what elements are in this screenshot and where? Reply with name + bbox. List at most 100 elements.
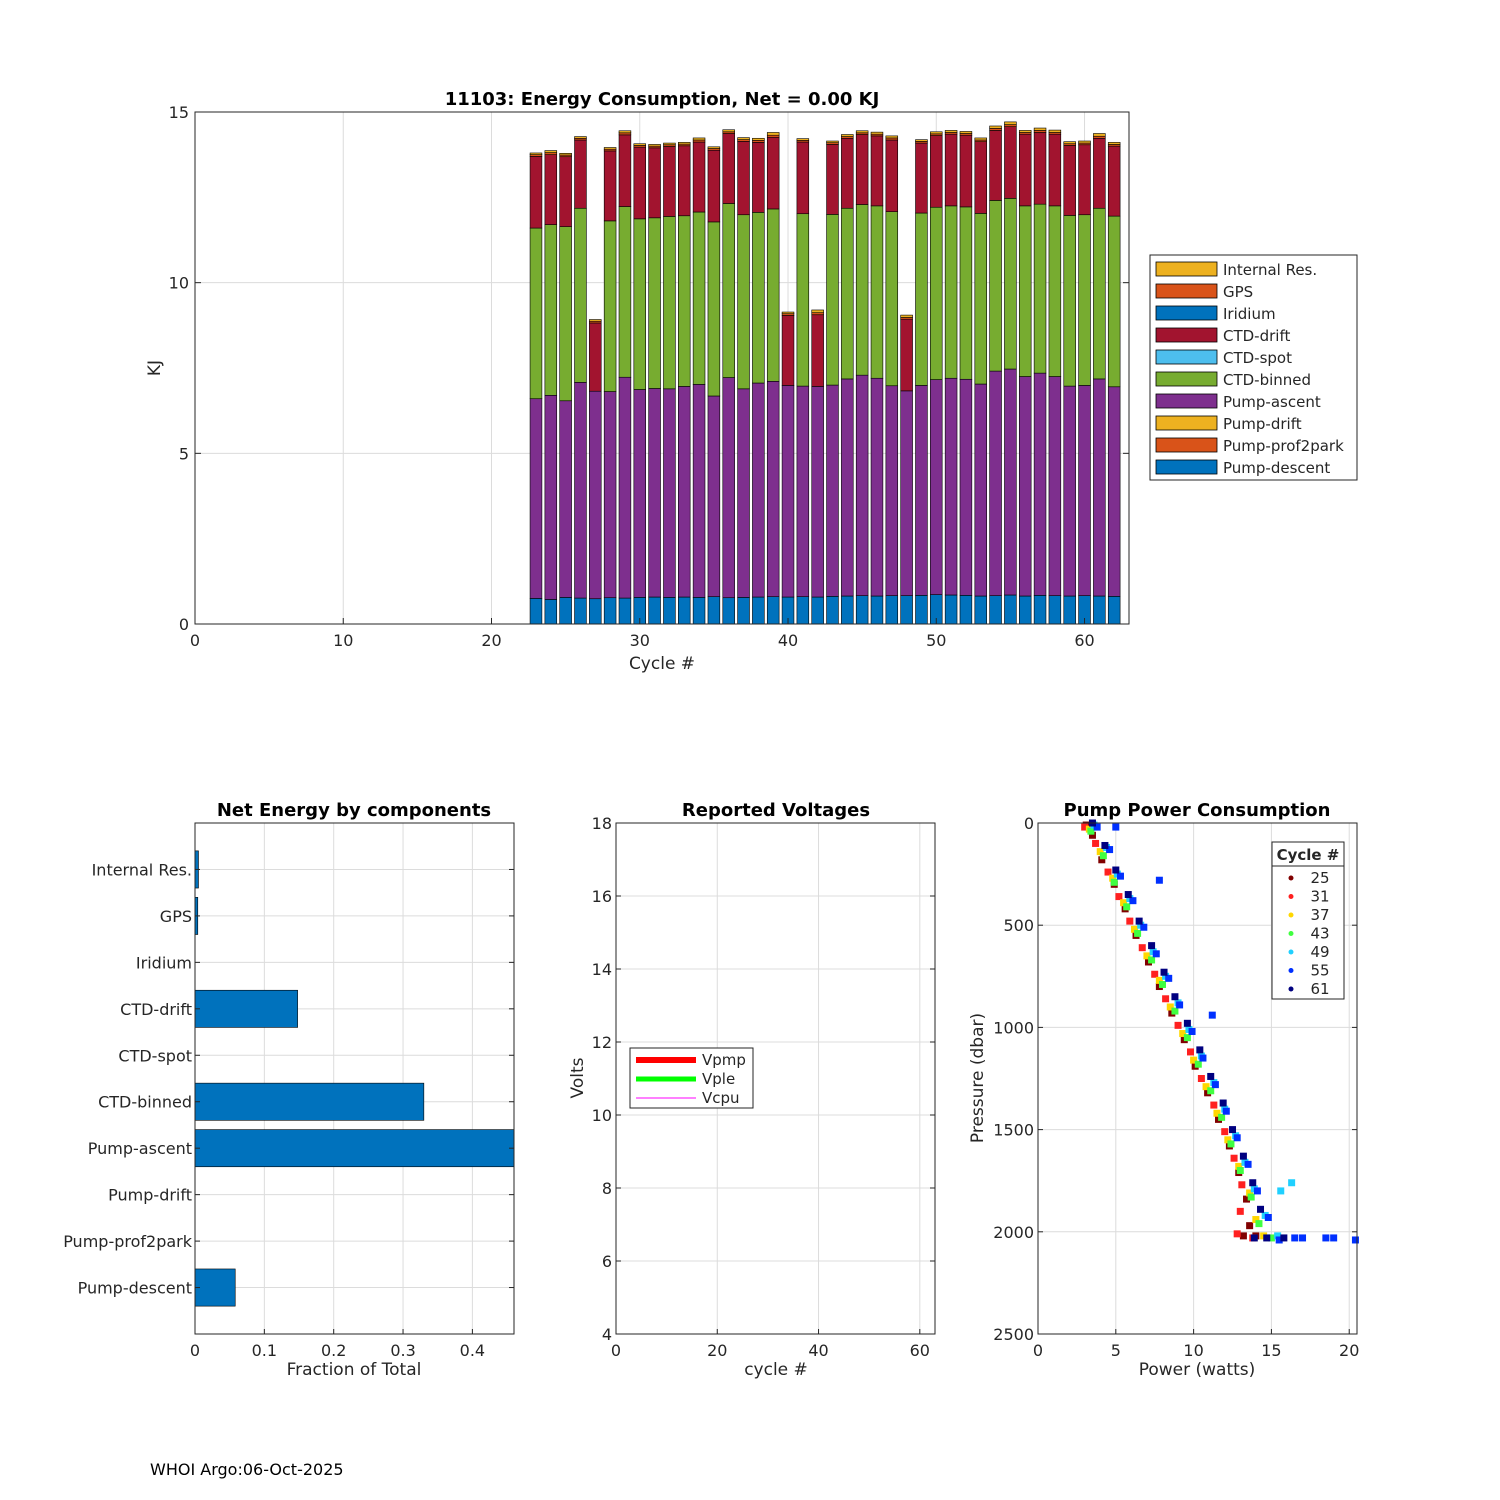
- bar-segment-gps: [692, 139, 706, 143]
- legend-swatch-ctd-drift: [1155, 327, 1218, 343]
- ax2-ytick-label: CTD-binned: [98, 1093, 192, 1112]
- bar-segment-internal-res-: [663, 142, 676, 146]
- bar-segment-ctd-binned: [1033, 203, 1047, 374]
- bar-segment-ctd-binned: [722, 203, 735, 378]
- bar-segment-pump-ascent: [544, 395, 558, 600]
- legend-swatch-pump-ascent: [1155, 393, 1218, 409]
- bar-segment-ctd-binned: [1063, 215, 1076, 387]
- bar-segment-pump-descent: [1004, 594, 1017, 625]
- bar-segment-pump-descent: [752, 596, 765, 625]
- bar-segment-pump-ascent: [915, 385, 928, 596]
- bar-segment-ctd-drift: [781, 315, 795, 386]
- bar-segment-internal-res-: [678, 142, 691, 145]
- scatter-point-cycle-43: [1218, 1113, 1226, 1121]
- legend-label: GPS: [1223, 283, 1253, 301]
- ax2-ytick-label: Internal Res.: [92, 860, 192, 879]
- bar-segment-pump-ascent: [678, 386, 691, 598]
- scatter-point-cycle-61: [1219, 1099, 1227, 1107]
- bar-segment-pump-descent: [959, 595, 973, 625]
- ax1-ylabel: KJ: [145, 360, 165, 376]
- legend-marker-cycle-61: [1288, 986, 1294, 992]
- bar-segment-internal-res-: [930, 131, 943, 135]
- bar-segment-pump-descent: [1093, 595, 1106, 625]
- bar-segment-pump-ascent: [1107, 386, 1121, 597]
- scatter-point-cycle-61: [1183, 1019, 1191, 1027]
- bar-segment-internal-res-: [959, 131, 973, 134]
- scatter-point-cycle-37: [1213, 1109, 1221, 1117]
- bar-segment-pump-descent: [529, 598, 543, 625]
- legend-label: 31: [1310, 888, 1329, 906]
- legend-marker-cycle-31: [1288, 894, 1294, 899]
- ax1-xtick-label: 30: [630, 631, 650, 650]
- bar-segment-ctd-binned: [1004, 198, 1017, 370]
- bar-segment-ctd-binned: [678, 215, 691, 387]
- bar-segment-ctd-drift: [1107, 145, 1121, 217]
- scatter-point-cycle-61: [1280, 1234, 1288, 1242]
- scatter-point-cycle-43: [1099, 852, 1107, 860]
- scatter-point-cycle-43: [1183, 1034, 1191, 1042]
- bar-segment-ctd-binned: [648, 217, 661, 389]
- bar-segment-ctd-binned: [766, 208, 780, 382]
- bar-segment-pump-ascent: [811, 386, 824, 598]
- ax1-xlabel: Cycle #: [629, 654, 695, 674]
- legend-label: Vcpu: [702, 1089, 740, 1107]
- bar-segment-internal-res-: [1078, 140, 1091, 144]
- bar-segment-pump-ascent: [707, 395, 721, 597]
- ax1-xtick-label: 0: [190, 631, 200, 650]
- scatter-point-cycle-43: [1087, 827, 1095, 835]
- bar-segment-gps: [811, 312, 824, 316]
- scatter-point-cycle-61: [1160, 968, 1168, 976]
- bar-segment-ctd-binned: [618, 206, 632, 378]
- bar-segment-internal-res-: [944, 130, 958, 133]
- ax2-ytick-label: Pump-ascent: [88, 1139, 192, 1158]
- bar-segment-ctd-binned: [544, 224, 558, 396]
- bar-segment-pump-descent: [618, 597, 632, 625]
- bar-segment-ctd-drift: [974, 141, 987, 214]
- scatter-point-cycle-55: [1199, 1054, 1207, 1062]
- bar-segment-pump-descent: [1063, 595, 1076, 625]
- bar-segment-gps: [618, 132, 632, 136]
- scatter-point-cycle-49: [1277, 1187, 1285, 1195]
- bar-segment-pump-ascent: [974, 383, 987, 597]
- bar-segment-pump-descent: [574, 597, 587, 625]
- bar-segment-pump-descent: [1018, 595, 1032, 625]
- bar-segment-ctd-binned: [752, 212, 765, 384]
- bar-segment-pump-ascent: [855, 374, 869, 596]
- bar-segment-pump-ascent: [1093, 378, 1106, 597]
- scatter-point-cycle-55: [1211, 1081, 1219, 1089]
- ax3-ytick-label: 8: [602, 1179, 612, 1198]
- bar-segment-pump-descent: [766, 596, 780, 625]
- bar-segment-pump-ascent: [959, 378, 973, 596]
- bar-segment-gps: [766, 134, 780, 138]
- scatter-point-cycle-61: [1249, 1179, 1257, 1187]
- bar-segment-internal-res-: [1107, 142, 1121, 145]
- ax3-xtick-label: 60: [910, 1341, 930, 1360]
- bar-segment-ctd-drift: [1048, 133, 1062, 207]
- bar-segment-pump-descent: [1048, 595, 1062, 625]
- bar-segment-internal-res-: [707, 146, 721, 149]
- ax1-background: [195, 112, 1129, 624]
- scatter-point-cycle-43: [1247, 1193, 1255, 1201]
- bar-segment-ctd-binned: [1048, 205, 1062, 377]
- scatter-point-cycle-31: [1186, 1048, 1194, 1056]
- scatter-point-cycle-55: [1322, 1234, 1330, 1242]
- ax2-xlabel: Fraction of Total: [287, 1360, 422, 1380]
- bar-segment-ctd-drift: [900, 318, 913, 392]
- bar-segment-pump-descent: [855, 595, 869, 625]
- ax3-ylabel: Volts: [568, 1057, 588, 1098]
- ax4-xtick-label: 20: [1339, 1341, 1359, 1360]
- bar-segment-ctd-binned: [796, 213, 810, 387]
- bar-segment-internal-res-: [855, 130, 869, 134]
- bar-segment-internal-res-: [1093, 133, 1106, 137]
- bar-segment-pump-ascent: [1004, 368, 1017, 596]
- bar-segment-pump-ascent: [796, 385, 810, 597]
- ax2-ytick-label: Pump-drift: [108, 1186, 192, 1205]
- bar-segment-ctd-drift: [930, 135, 943, 208]
- legend-label: Internal Res.: [1223, 261, 1317, 279]
- scatter-point-cycle-25: [1239, 1232, 1247, 1240]
- scatter-point-cycle-61: [1124, 891, 1132, 899]
- bar-segment-pump-descent: [648, 596, 661, 625]
- bar-segment-pump-ascent: [930, 379, 943, 595]
- bar-segment-gps: [1093, 135, 1106, 139]
- bar-segment-pump-ascent: [766, 381, 780, 597]
